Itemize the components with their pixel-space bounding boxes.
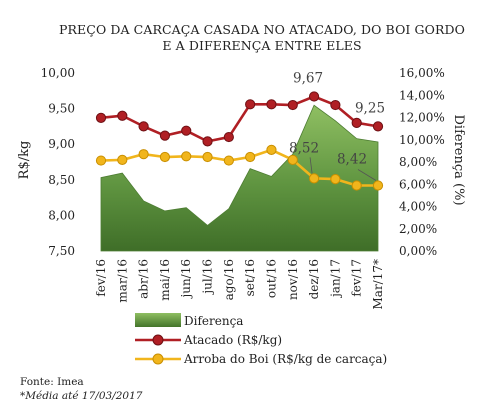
data-label-leader [357,169,377,181]
point-arroba [287,154,298,165]
chart-title-line-1: PREÇO DA CARCAÇA CASADA NO ATACADO, DO B… [59,22,465,37]
y-axis-left-label: R$/kg [17,141,32,180]
point-arroba [330,173,341,185]
series-lines [95,91,384,191]
point-atacado [245,99,256,110]
point-arroba [351,180,362,191]
legend: Diferença Atacado (R$/kg) Arroba do Boi … [135,313,387,366]
data-label: 8,42 [337,151,367,167]
x-tick-label: fev/17 [350,259,364,297]
point-arroba [95,155,107,166]
x-tick-label: fev/16 [94,259,108,297]
x-tick-label: out/16 [264,259,278,298]
point-atacado [308,91,320,102]
y-right-tick-label: 12,00% [399,111,445,125]
chart-title-line-2: E A DIFERENÇA ENTRE ELES [162,38,361,53]
y-axis-right: 0,00% 2,00% 4,00% 6,00% 8,00% 10,00% 12,00% 14,… [399,66,445,258]
x-tick-label: ago/16 [222,259,236,300]
y-left-tick-label: 9,50 [48,102,75,116]
y-axis-right-label: Diferença (%) [451,114,466,205]
y-right-tick-label: 10,00% [399,133,445,147]
point-atacado [287,99,298,111]
point-atacado [372,121,384,132]
x-tick-label: jul/16 [201,259,215,296]
legend-label-diferenca: Diferença [184,314,243,328]
x-tick-label: jan/17 [328,259,342,299]
y-right-tick-label: 6,00% [399,177,437,191]
point-arroba [117,154,128,165]
data-label: 8,52 [289,140,319,156]
y-left-tick-label: 9,00 [48,137,75,151]
x-tick-label: nov/16 [286,259,300,300]
point-atacado [117,110,128,121]
point-arroba [223,155,234,166]
point-atacado [202,136,213,147]
y-axis-left: 7,50 8,00 8,50 9,00 9,50 10,00 [41,66,75,258]
legend-label-arroba: Arroba do Boi (R$/kg de carcaça) [183,352,387,366]
x-tick-label: dez/16 [307,259,321,299]
x-tick-label: jun/16 [179,259,193,300]
data-label-leader [309,157,313,174]
data-labels: 9,67 9,25 8,52 8,42 [289,70,385,181]
x-tick-label: mai/16 [158,259,172,301]
y-left-tick-label: 8,00 [48,208,75,222]
point-atacado [351,117,362,128]
x-tick-label: mar/16 [115,259,129,303]
point-atacado [181,125,192,136]
x-axis: fev/16 mar/16 abr/16 mai/16 jun/16 jul/16 ago/… [94,259,385,310]
x-tick-label: abr/16 [137,259,151,299]
point-atacado [223,131,234,143]
y-right-tick-label: 8,00% [399,155,437,169]
y-left-tick-label: 8,50 [48,173,75,187]
footer-note: *Média até 17/03/2017 [20,390,143,402]
chart-title: PREÇO DA CARCAÇA CASADA NO ATACADO, DO B… [59,22,465,53]
point-arroba [308,173,320,184]
point-arroba [181,151,192,162]
x-tick-label: set/16 [243,259,257,296]
point-arroba [372,180,384,191]
y-right-tick-label: 16,00% [399,66,445,80]
point-arroba [202,151,213,163]
y-left-tick-label: 7,50 [48,244,75,258]
area-diferenca [100,104,379,252]
point-atacado [95,112,107,123]
point-arroba [266,144,277,155]
data-label: 9,67 [293,70,323,86]
point-atacado [330,99,341,111]
legend-swatch-diferenca [135,313,181,327]
point-arroba [138,149,149,160]
point-arroba [245,151,256,163]
point-arroba [159,151,171,163]
point-atacado [138,121,149,132]
legend-swatch-arroba-marker [152,353,164,365]
y-right-tick-label: 4,00% [399,200,437,214]
y-right-tick-label: 2,00% [399,222,437,236]
x-tick-label: Mar/17* [371,259,385,310]
series-diferenca-area [100,104,379,252]
y-left-tick-label: 10,00 [41,66,75,80]
point-atacado [159,130,171,141]
legend-swatch-atacado-marker [152,334,164,346]
data-label: 9,25 [355,100,385,116]
y-right-tick-label: 14,00% [399,88,445,102]
footer-source: Fonte: Imea [20,376,84,388]
y-right-tick-label: 0,00% [399,244,437,258]
point-atacado [266,99,277,110]
legend-label-atacado: Atacado (R$/kg) [183,333,282,347]
